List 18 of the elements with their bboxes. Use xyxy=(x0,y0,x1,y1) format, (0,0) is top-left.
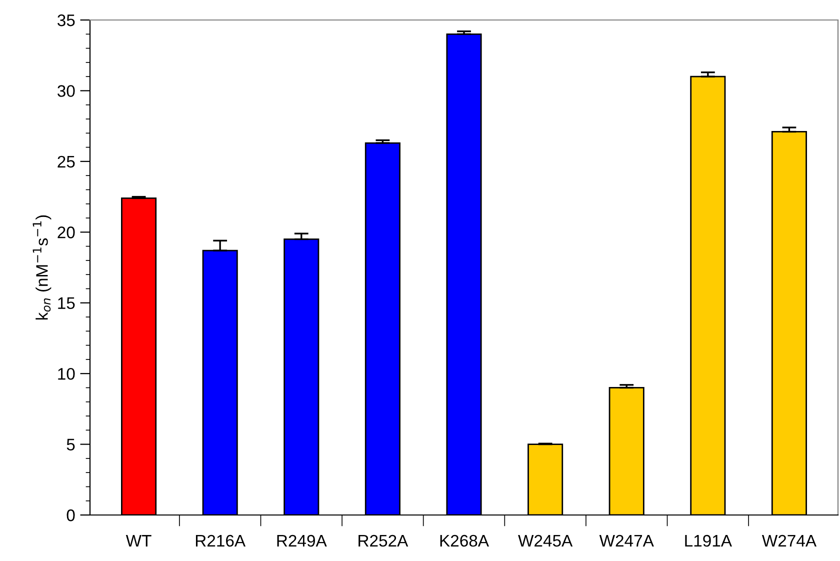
y-tick-label: 30 xyxy=(58,85,75,97)
y-tick-label: 35 xyxy=(58,14,75,26)
x-tick-label: R216A xyxy=(196,534,246,547)
x-tick-label: R249A xyxy=(277,534,327,547)
y-axis-title: k$_{on}$ (nM$^{−1}$s$^{−1}$) xyxy=(32,215,52,320)
x-tick-label: L191A xyxy=(685,534,732,547)
x-tick-label: W245A xyxy=(518,534,573,547)
x-tick-label: R252A xyxy=(358,534,408,547)
y-tick-label: 0 xyxy=(66,509,75,522)
y-tick-label: 10 xyxy=(58,368,75,380)
x-tick-label: W274A xyxy=(762,534,817,547)
y-tick-label: 20 xyxy=(58,226,75,238)
y-tick-label: 5 xyxy=(66,438,75,450)
x-tick-label: W247A xyxy=(599,534,654,547)
y-tick-label: 15 xyxy=(58,297,75,310)
x-tick-label: WT xyxy=(126,535,152,547)
x-tick-label: K268A xyxy=(440,534,489,547)
y-tick-label: 25 xyxy=(58,156,75,168)
